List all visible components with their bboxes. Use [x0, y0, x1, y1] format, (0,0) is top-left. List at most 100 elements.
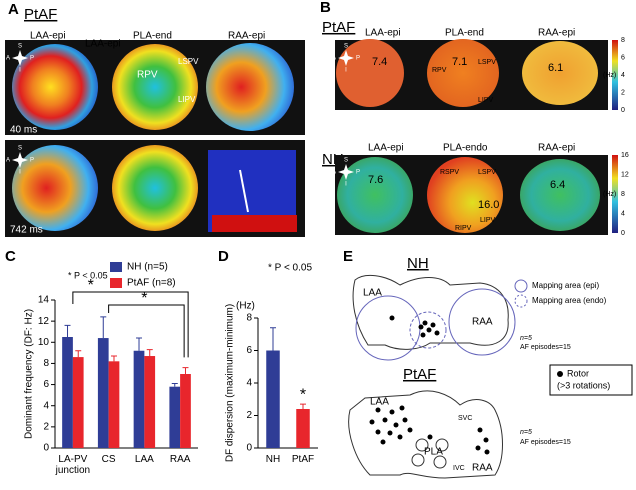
map-label: PLA-end [445, 28, 484, 39]
episodes-label: AF episodes=15 [520, 344, 571, 351]
orientation-label: I [345, 68, 347, 74]
map-label: LAA-epi [30, 31, 66, 42]
region-label: LAA [363, 288, 382, 299]
annotation: * [300, 386, 306, 403]
diagram-title: NH [407, 255, 429, 272]
y-tick-label: 8 [43, 358, 49, 369]
mapping-endo [409, 311, 447, 349]
compass [338, 50, 354, 66]
legend-label: (>3 rotations) [557, 380, 610, 390]
colorbar-label: 2 [621, 89, 625, 96]
error-bar [136, 337, 143, 351]
map [337, 157, 413, 233]
bar [144, 356, 156, 448]
x-tick-label: LAA [134, 454, 154, 465]
x-tick-label: NH [265, 454, 281, 465]
panel-letter: B [320, 0, 331, 16]
df-value: 7.4 [372, 56, 387, 68]
orientation-label: S [344, 44, 348, 50]
vein-label: LIPV [480, 217, 496, 224]
y-tick-label: 6 [43, 379, 49, 390]
error-bar [300, 403, 306, 409]
colorbar-label: 4 [621, 72, 625, 79]
orientation-label: A [332, 170, 336, 176]
orientation-label: S [18, 146, 22, 152]
rotors [389, 315, 440, 338]
map [427, 39, 499, 107]
vein-label: LSPV [478, 59, 496, 66]
orientation-label: P [356, 56, 360, 62]
error-bar [146, 349, 153, 357]
region-label: LAA [370, 397, 389, 408]
legend-swatch [557, 371, 563, 377]
colorbar-unit: (Hz) [603, 191, 616, 198]
bar [169, 386, 181, 448]
x-tick-label: RAA [169, 454, 191, 465]
colorbar [612, 40, 618, 110]
bar [180, 374, 191, 448]
error-bar [100, 316, 107, 339]
orientation-label: P [30, 158, 34, 164]
map [522, 41, 598, 105]
colorbar-label: 4 [621, 210, 625, 217]
legend-swatch [514, 294, 528, 308]
vein-label: RPV [432, 67, 447, 74]
map-label: LAA-epi [365, 28, 401, 39]
colorbar-label: 8 [621, 191, 625, 198]
annotation: * [88, 277, 94, 294]
orientation-label: S [344, 158, 348, 164]
legend-swatch [110, 262, 122, 272]
region-label: RAA [472, 317, 493, 328]
map [427, 157, 503, 233]
region-label: PLA [424, 447, 443, 458]
panel-letter: A [8, 1, 19, 18]
legend-swatch [514, 279, 528, 293]
y-tick-label: 4 [43, 400, 49, 411]
mapping-epi [448, 288, 516, 356]
legend-label: Mapping area (endo) [532, 296, 607, 305]
legend-box [549, 364, 633, 396]
error-bar [64, 324, 71, 337]
df-value: 7.1 [452, 56, 467, 68]
map [520, 159, 600, 231]
orientation-label: A [6, 56, 10, 62]
orientation-label: I [19, 170, 21, 176]
y-unit: (Hz) [236, 301, 255, 312]
vein-label: RSPV [440, 169, 459, 176]
n-label: n=5 [520, 335, 532, 342]
x-tick-label: PtAF [291, 454, 315, 465]
error-bar [171, 383, 178, 387]
panel-letter: D [218, 248, 229, 265]
colorbar-unit: (Hz) [603, 72, 616, 79]
legend-label: NH (n=5) [127, 262, 168, 273]
annotation: * P < 0.05 [68, 270, 108, 280]
region-label: RAA [472, 463, 493, 474]
y-tick-label: 6 [246, 345, 252, 356]
x-tick-label: LA-PV junction [55, 454, 91, 476]
y-axis-label: DF dispersion (maximum-minimum) [225, 304, 236, 462]
legend-label: PtAF (n=8) [127, 278, 176, 289]
vein-label: LSPV [478, 169, 496, 176]
colorbar-label: 12 [621, 171, 629, 178]
panel-letter: E [343, 248, 353, 265]
y-tick-label: 10 [38, 337, 50, 348]
orientation-label: A [6, 158, 10, 164]
bracket [72, 291, 189, 358]
y-tick-label: 8 [246, 313, 252, 324]
legend-swatch [110, 278, 122, 288]
orientation-label: S [18, 44, 22, 50]
panel-title: PtAF [24, 6, 57, 23]
vein-label: LIPV [178, 95, 196, 104]
map [12, 145, 98, 231]
time-label: 742 ms [10, 225, 43, 236]
compass [12, 152, 28, 168]
map [112, 145, 198, 231]
compass [12, 50, 28, 66]
orientation-label: I [345, 182, 347, 188]
colorbar-label: 6 [621, 54, 625, 61]
bar [266, 350, 280, 448]
vein-label: LSPV [178, 57, 199, 66]
panel-title: PtAF [322, 19, 355, 36]
y-tick-label: 2 [246, 410, 252, 421]
